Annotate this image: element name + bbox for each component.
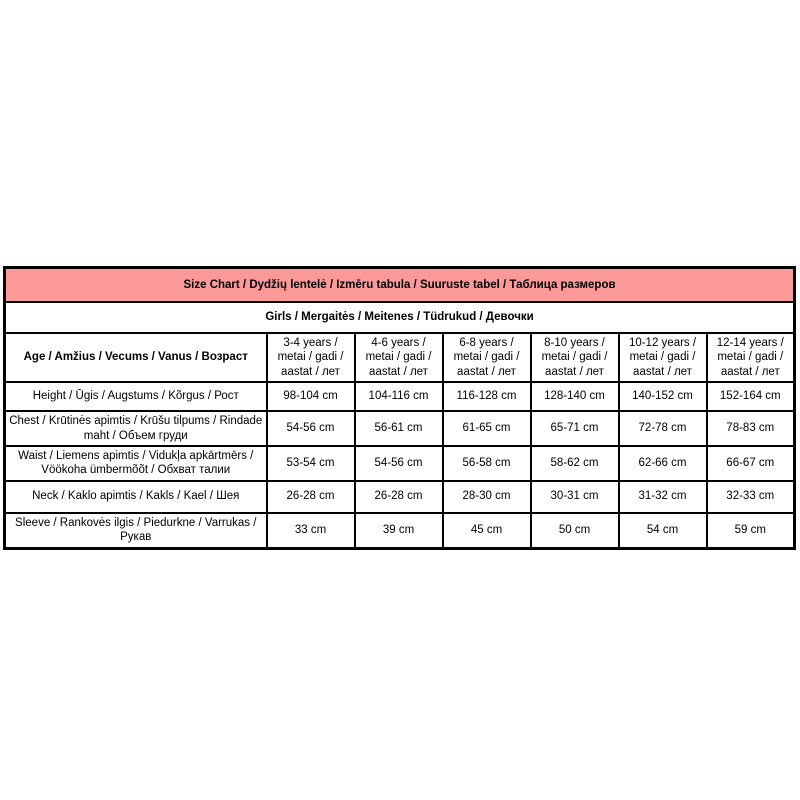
age-column-header-8-10: 8-10 years / metai / gadi / aastat / лет xyxy=(529,331,620,384)
cell-value: 56-58 cm xyxy=(441,444,532,482)
cell-value: 45 cm xyxy=(441,511,532,550)
age-column-header-3-4: 3-4 years / metai / gadi / aastat / лет xyxy=(265,331,356,384)
row-label-sleeve: Sleeve / Rankovės ilgis / Piedurkne / Va… xyxy=(3,511,268,550)
age-column-header-4-6: 4-6 years / metai / gadi / aastat / лет xyxy=(353,331,444,384)
cell-value: 39 cm xyxy=(353,511,444,550)
cell-value: 98-104 cm xyxy=(265,381,356,413)
cell-value: 54-56 cm xyxy=(265,410,356,447)
cell-value: 116-128 cm xyxy=(441,381,532,413)
cell-value: 140-152 cm xyxy=(617,381,708,413)
cell-value: 58-62 cm xyxy=(529,444,620,482)
table-row-chest: Chest / Krūtinės apimtis / Krūšu tilpums… xyxy=(3,410,796,447)
cell-value: 65-71 cm xyxy=(529,410,620,447)
row-label-chest: Chest / Krūtinės apimtis / Krūšu tilpums… xyxy=(3,410,268,447)
cell-value: 31-32 cm xyxy=(617,479,708,514)
table-subtitle: Girls / Mergaitės / Meitenes / Tüdrukud … xyxy=(3,301,796,334)
cell-value: 104-116 cm xyxy=(353,381,444,413)
cell-value: 128-140 cm xyxy=(529,381,620,413)
cell-value: 33 cm xyxy=(265,511,356,550)
cell-value: 54 cm xyxy=(617,511,708,550)
age-column-header-12-14: 12-14 years / metai / gadi / aastat / ле… xyxy=(705,331,796,384)
cell-value: 61-65 cm xyxy=(441,410,532,447)
table-row-sleeve: Sleeve / Rankovės ilgis / Piedurkne / Va… xyxy=(3,511,796,550)
cell-value: 28-30 cm xyxy=(441,479,532,514)
cell-value: 56-61 cm xyxy=(353,410,444,447)
cell-value: 152-164 cm xyxy=(705,381,796,413)
cell-value: 59 cm xyxy=(705,511,796,550)
cell-value: 62-66 cm xyxy=(617,444,708,482)
cell-value: 50 cm xyxy=(529,511,620,550)
cell-value: 53-54 cm xyxy=(265,444,356,482)
cell-value: 32-33 cm xyxy=(705,479,796,514)
cell-value: 54-56 cm xyxy=(353,444,444,482)
age-column-header-10-12: 10-12 years / metai / gadi / aastat / ле… xyxy=(617,331,708,384)
subtitle-row: Girls / Mergaitės / Meitenes / Tüdrukud … xyxy=(3,301,796,334)
row-label-height: Height / Ūgis / Augstums / Kõrgus / Рост xyxy=(3,381,268,413)
table-row-waist: Waist / Liemens apimtis / Vidukļa apkārt… xyxy=(3,444,796,482)
cell-value: 72-78 cm xyxy=(617,410,708,447)
title-row: Size Chart / Dydžių lentelė / Izmēru tab… xyxy=(3,266,796,303)
cell-value: 66-67 cm xyxy=(705,444,796,482)
cell-value: 26-28 cm xyxy=(265,479,356,514)
age-corner-header: Age / Amžius / Vecums / Vanus / Возраст xyxy=(3,331,268,384)
cell-value: 30-31 cm xyxy=(529,479,620,514)
table-title: Size Chart / Dydžių lentelė / Izmēru tab… xyxy=(3,266,796,303)
row-label-neck: Neck / Kaklo apimtis / Kakls / Kael / Ше… xyxy=(3,479,268,514)
row-label-waist: Waist / Liemens apimtis / Vidukļa apkārt… xyxy=(3,444,268,482)
size-chart-table: Size Chart / Dydžių lentelė / Izmēru tab… xyxy=(3,266,797,550)
table-row-height: Height / Ūgis / Augstums / Kõrgus / Рост… xyxy=(3,381,796,413)
age-column-header-6-8: 6-8 years / metai / gadi / aastat / лет xyxy=(441,331,532,384)
table-row-neck: Neck / Kaklo apimtis / Kakls / Kael / Ше… xyxy=(3,479,796,514)
age-header-row: Age / Amžius / Vecums / Vanus / Возраст … xyxy=(3,331,796,384)
cell-value: 26-28 cm xyxy=(353,479,444,514)
cell-value: 78-83 cm xyxy=(705,410,796,447)
